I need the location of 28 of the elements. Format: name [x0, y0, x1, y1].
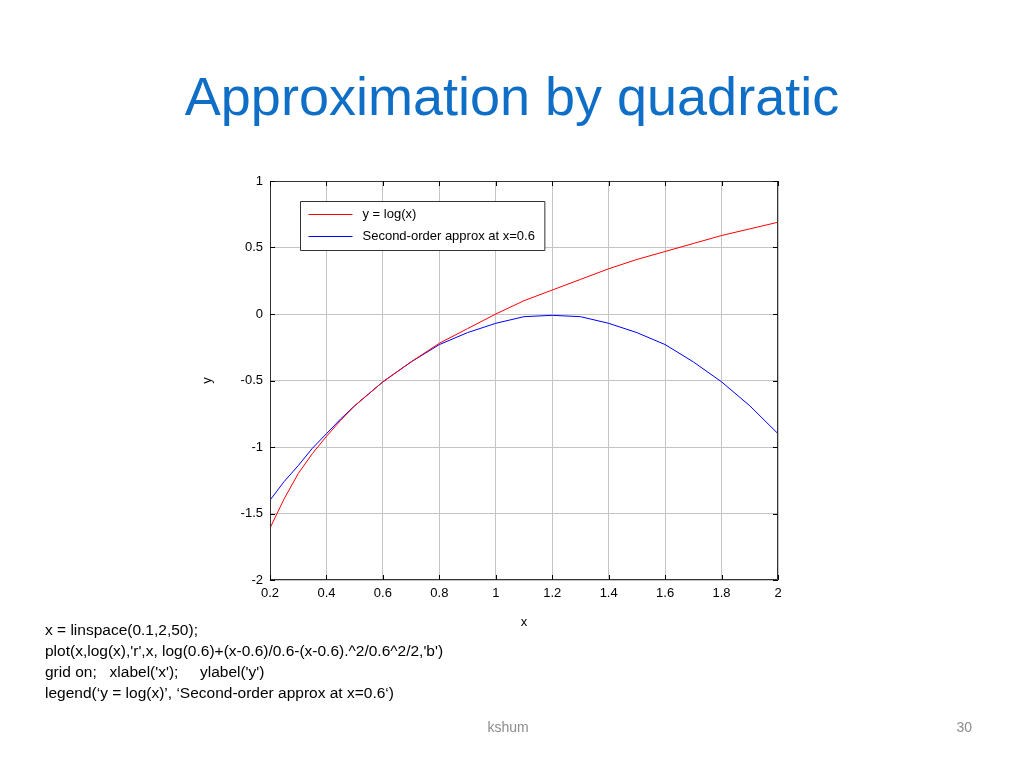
x-tick-label: 1.8: [712, 585, 731, 601]
y-tick-label: 0: [255, 305, 263, 321]
x-tick-label: 1.6: [656, 585, 675, 601]
y-tick-label: -0.5: [240, 372, 263, 388]
chart-title: Approximation by quadratic: [183, 65, 841, 128]
text: legend(‘y = log(x)’, ‘Second-order approx at x=0.6‘): [45, 683, 395, 703]
y-axis-title: y: [199, 376, 215, 384]
y-tick-label: -1.5: [240, 505, 263, 521]
text: plot(x,log(x),'r',x, log(0.6)+(x-0.6)/0.6-(x-0.6).^2/0.6^2/2,'b'): [45, 641, 444, 661]
x-tick-label: 0.2: [260, 585, 280, 601]
x-tick-label: 0.8: [430, 585, 449, 601]
x-tick-label: 0.6: [373, 585, 392, 601]
x-tick-label: 1: [492, 585, 500, 601]
text: x = linspace(0.1,2,50);: [45, 620, 199, 640]
y-tick-label: 0.5: [244, 239, 263, 255]
x-tick-label: 1.4: [599, 585, 618, 601]
y-tick-label: -2: [251, 571, 263, 587]
y-tick-label: -1: [251, 438, 263, 454]
x-tick-label: 1.2: [543, 585, 562, 601]
text: grid on; xlabel('x'); ylabel('y'): [45, 662, 266, 682]
x-tick-label: 0.4: [317, 585, 336, 601]
text: kshum: [487, 718, 529, 737]
legend-label: y = log(x): [362, 206, 417, 222]
legend-label: Second-order approx at x=0.6: [362, 228, 535, 244]
x-axis-title: x: [520, 613, 528, 629]
y-tick-label: 1: [255, 172, 263, 188]
x-tick-label: 2: [774, 585, 782, 601]
text: 30: [956, 718, 972, 737]
